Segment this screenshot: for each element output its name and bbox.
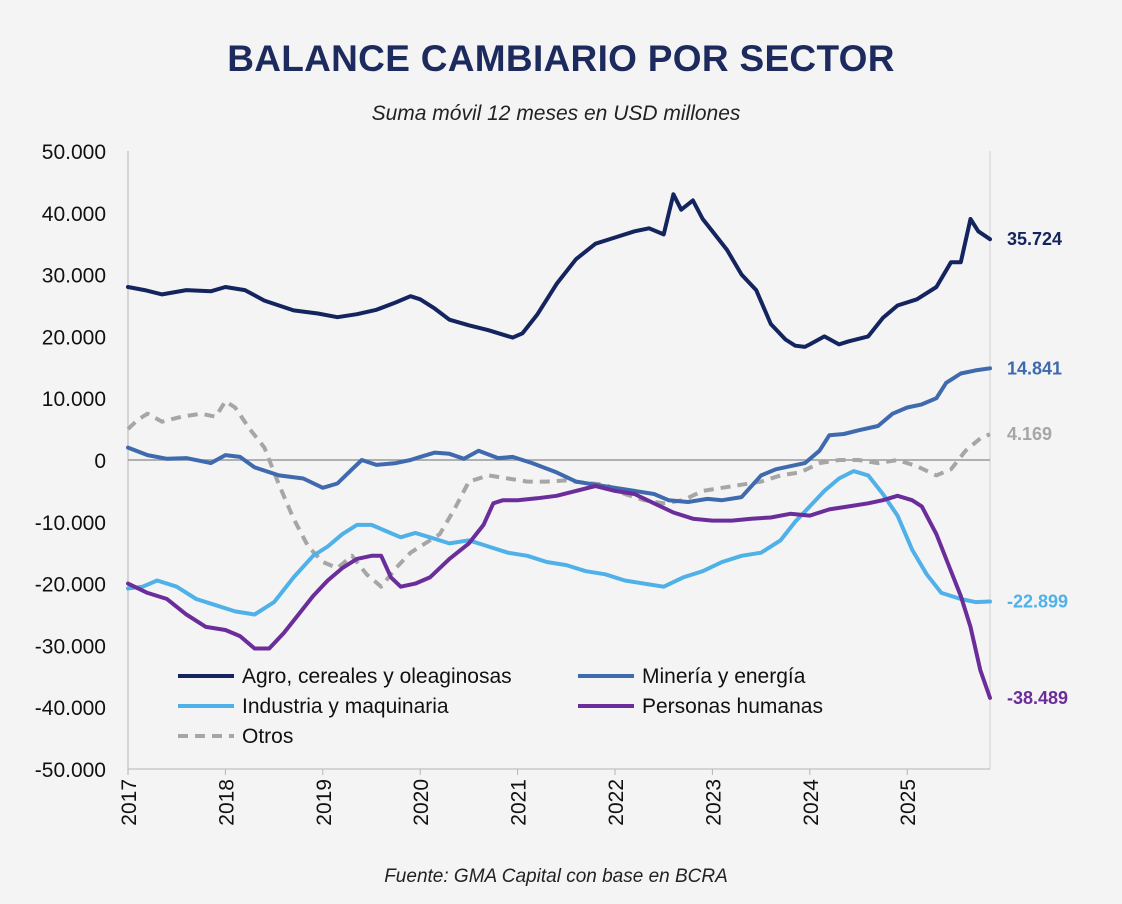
legend-label-0: Agro, cereales y oleaginosas	[242, 665, 512, 688]
y-tick-label: 10.000	[42, 388, 106, 411]
end-value-label-4: 4.169	[1007, 424, 1052, 444]
y-tick-label: 20.000	[42, 326, 106, 349]
end-value-label-2: -22.899	[1007, 592, 1068, 612]
series-line-1	[126, 366, 992, 504]
y-tick-label: 40.000	[42, 203, 106, 226]
end-value-label-1: 14.841	[1007, 358, 1062, 378]
y-tick-label: 50.000	[42, 141, 106, 164]
series-line-3	[126, 484, 992, 700]
source-note: Fuente: GMA Capital con base en BCRA	[384, 866, 728, 887]
legend-label-3: Personas humanas	[642, 695, 823, 718]
y-tick-label: -20.000	[35, 574, 106, 597]
x-tick-label: 2023	[702, 779, 725, 826]
series-line-2	[126, 469, 992, 617]
y-tick-label: -10.000	[35, 512, 106, 535]
x-tick-label: 2020	[410, 779, 433, 826]
chart-subtitle: Suma móvil 12 meses en USD millones	[371, 102, 741, 125]
x-tick-label: 2022	[605, 779, 628, 826]
x-tick-label: 2025	[897, 779, 920, 826]
x-tick-label: 2024	[800, 779, 823, 826]
x-tick-label: 2017	[118, 779, 141, 826]
chart-title: BALANCE CAMBIARIO POR SECTOR	[227, 38, 895, 79]
end-value-label-0: 35.724	[1007, 229, 1062, 249]
y-tick-label: -50.000	[35, 759, 106, 782]
legend-label-4: Otros	[242, 725, 293, 748]
legend-label-2: Industria y maquinaria	[242, 695, 449, 718]
series-line-4	[126, 399, 991, 589]
x-tick-label: 2018	[215, 779, 238, 826]
y-tick-label: -30.000	[35, 635, 106, 658]
x-tick-label: 2019	[313, 779, 336, 826]
y-tick-label: -40.000	[35, 697, 106, 720]
x-tick-label: 2021	[508, 779, 531, 826]
legend-label-1: Minería y energía	[642, 665, 806, 688]
series-line-0	[126, 192, 992, 349]
y-tick-label: 30.000	[42, 265, 106, 288]
end-value-label-3: -38.489	[1007, 688, 1068, 708]
y-tick-label: 0	[94, 450, 106, 473]
